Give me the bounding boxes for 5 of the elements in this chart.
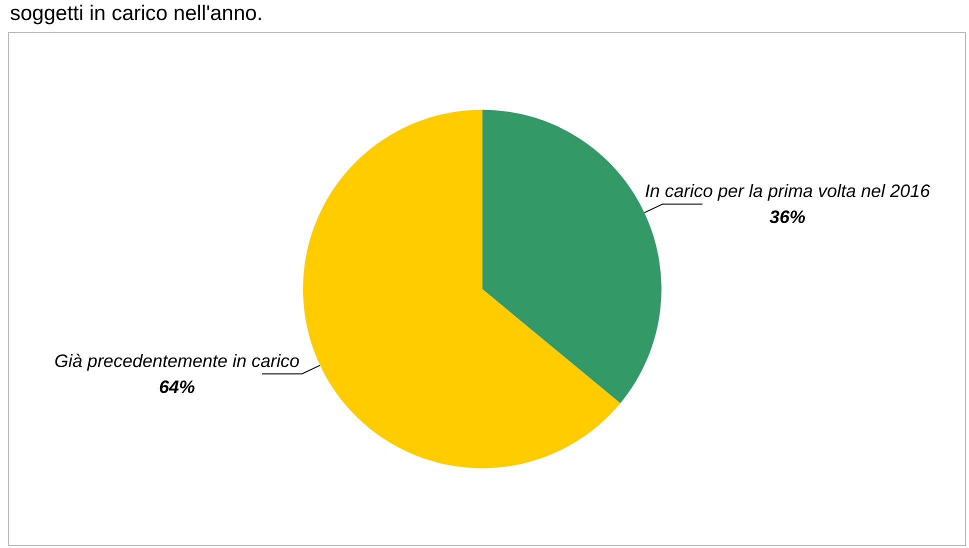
slice-label: In carico per la prima volta nel 2016 [644,181,932,202]
chart-title: soggetti in carico nell'anno. [10,2,263,26]
data-label: 64% [158,376,195,397]
slice-label: Già precedentemente in carico [54,350,300,371]
data-label: 36% [769,207,806,228]
